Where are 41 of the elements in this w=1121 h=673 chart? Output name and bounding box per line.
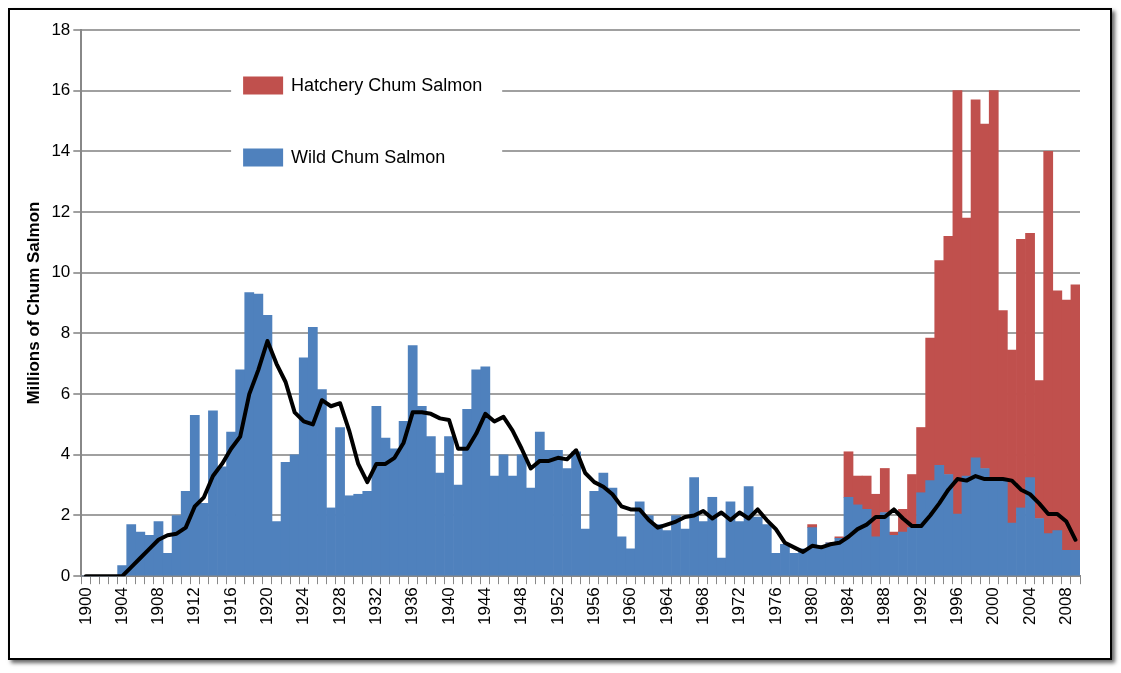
x-tick-label: 1956 — [583, 587, 603, 626]
y-tick-label: 18 — [51, 19, 71, 39]
x-tick-label: 1932 — [366, 587, 386, 626]
x-tick-label: 1936 — [402, 587, 422, 626]
x-tick-label: 1924 — [293, 587, 313, 626]
y-tick-label: 16 — [51, 80, 71, 100]
x-tick-label: 1980 — [801, 587, 821, 626]
x-tick-label: 1948 — [511, 587, 531, 626]
x-tick-label: 1912 — [184, 587, 204, 626]
x-tick-label: 1988 — [874, 587, 894, 626]
x-tick-label: 1900 — [75, 587, 95, 626]
y-axis-title: Millions of Chum Salmon — [23, 201, 43, 405]
x-tick-label: 1944 — [475, 587, 495, 626]
x-tick-label: 1968 — [692, 587, 712, 626]
x-tick-label: 1964 — [656, 587, 676, 626]
x-tick-label: 1972 — [729, 587, 749, 626]
x-tick-label: 1916 — [220, 587, 240, 626]
x-tick-label: 1928 — [329, 587, 349, 626]
legend-label: Hatchery Chum Salmon — [291, 74, 483, 95]
y-tick-label: 10 — [51, 262, 71, 282]
x-tick-label: 1960 — [620, 587, 640, 626]
x-tick-label: 1992 — [910, 587, 930, 626]
x-tick-label: 1976 — [765, 587, 785, 626]
y-tick-label: 2 — [60, 505, 71, 525]
x-tick-label: 1904 — [111, 587, 131, 626]
x-tick-label: 1920 — [257, 587, 277, 626]
legend-label: Wild Chum Salmon — [291, 146, 446, 167]
y-tick-label: 0 — [60, 565, 71, 585]
y-tick-label: 14 — [51, 141, 71, 161]
y-tick-label: 8 — [60, 323, 71, 343]
x-tick-label: 1952 — [547, 587, 567, 626]
x-tick-label: 2000 — [983, 587, 1003, 626]
y-tick-label: 12 — [51, 201, 71, 221]
x-tick-label: 1984 — [838, 587, 858, 626]
y-tick-label: 4 — [60, 444, 71, 464]
x-tick-label: 2004 — [1019, 587, 1039, 626]
x-tick-label: 1996 — [947, 587, 967, 626]
y-tick-label: 6 — [60, 383, 71, 403]
x-tick-label: 1940 — [438, 587, 458, 626]
x-tick-label: 2008 — [1056, 587, 1076, 626]
x-tick-label: 1908 — [148, 587, 168, 626]
